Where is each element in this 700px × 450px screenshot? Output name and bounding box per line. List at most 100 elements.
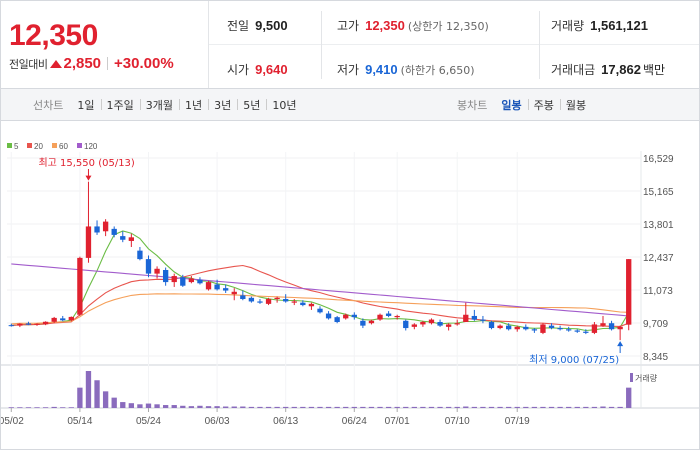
- period-1w[interactable]: 1주일: [100, 97, 140, 113]
- candle-body: [574, 330, 580, 332]
- candle-body: [94, 226, 100, 233]
- ma120-line: [11, 263, 629, 317]
- volume-bar: [360, 406, 366, 408]
- volume-bar: [51, 406, 57, 408]
- volume-bar: [420, 406, 426, 408]
- high-cell: 고가 12,350 (상한가 12,350): [337, 17, 489, 34]
- period-bar: 선차트 1일 1주일 3개월 1년 3년 5년 10년 봉차트 일봉 주봉 월봉: [1, 89, 699, 121]
- candle-body: [111, 228, 117, 235]
- volume-bar: [137, 404, 143, 408]
- x-tick-label: 07/01: [385, 416, 410, 427]
- high-arrow-head: [85, 175, 92, 181]
- x-tick-label: 05/14: [67, 416, 92, 427]
- candle-body: [566, 329, 572, 331]
- candle-body: [68, 316, 74, 321]
- period-5y[interactable]: 5년: [237, 97, 266, 113]
- volume-bar: [557, 406, 563, 408]
- volume-bar: [514, 406, 520, 408]
- volume-bar: [488, 406, 495, 408]
- period-1y[interactable]: 1년: [179, 97, 208, 113]
- legend-swatch: [27, 143, 32, 148]
- volume-bar: [77, 387, 83, 408]
- volume-bar: [60, 407, 66, 408]
- trade-value: 17,862: [601, 62, 641, 77]
- volume-legend-label: 거래량: [635, 373, 658, 383]
- candle-body: [300, 302, 306, 306]
- candle-body: [471, 315, 478, 320]
- candle-body: [437, 322, 443, 326]
- volume-bar: [626, 387, 632, 408]
- candle-body: [85, 226, 92, 258]
- candle-body: [51, 317, 57, 322]
- low-cell: 저가 9,410 (하한가 6,650): [337, 61, 475, 78]
- change-amount: 2,850: [63, 55, 102, 72]
- period-weekly[interactable]: 주봉: [527, 97, 560, 113]
- lower-limit: (하한가 6,650): [400, 64, 475, 77]
- price-summary: 12,350 전일대비 2,850 +30.00%: [1, 1, 209, 88]
- volume-bar: [497, 406, 503, 408]
- candle-body: [137, 250, 143, 260]
- volume-legend-swatch: [630, 373, 633, 382]
- candle-body: [497, 325, 503, 329]
- y-tick-label: 11,073: [643, 286, 673, 297]
- candle-body: [231, 291, 237, 295]
- candle-body: [428, 319, 435, 324]
- candle-body: [505, 325, 512, 330]
- volume-bar: [111, 397, 117, 408]
- candle-chart-title: 봉차트: [457, 98, 488, 112]
- candlestick-chart[interactable]: 16,529 15,165 13,801 12,437 11,073 9,709 8,345…: [1, 121, 699, 450]
- volume-bar: [454, 406, 460, 408]
- low-annotation: 최저 9,000 (07/25): [529, 354, 619, 366]
- candle-body: [557, 328, 563, 330]
- volume-bar: [240, 406, 246, 408]
- volume-bar: [68, 407, 74, 408]
- candle-body: [463, 314, 469, 323]
- period-1d[interactable]: 1일: [77, 98, 95, 112]
- candle-body: [197, 279, 203, 284]
- period-3y[interactable]: 3년: [208, 97, 237, 113]
- quote-info-grid: 전일 9,500 고가 12,350 (상한가 12,350) 거래량 1,56…: [209, 1, 699, 88]
- candle-body: [223, 288, 229, 291]
- candle-body: [180, 277, 186, 286]
- x-tick-label: 05/02: [1, 416, 24, 427]
- change-percent: +30.00%: [114, 55, 174, 72]
- period-monthly[interactable]: 월봉: [559, 97, 592, 113]
- candle-body: [128, 237, 135, 241]
- candle-body: [368, 320, 375, 324]
- up-arrow-icon: [50, 59, 63, 68]
- volume-bar: [480, 406, 486, 408]
- candle-body: [514, 326, 520, 330]
- candle-body: [411, 324, 417, 327]
- candle-body: [626, 259, 632, 325]
- trade-value-unit: 백만: [642, 63, 666, 77]
- x-tick-label: 06/13: [273, 416, 298, 427]
- volume-bar: [531, 406, 538, 408]
- volume-bar: [343, 406, 349, 408]
- divider: [209, 44, 699, 45]
- period-3m[interactable]: 3개월: [139, 97, 179, 113]
- legend-label: 5: [14, 142, 19, 151]
- volume-bar: [197, 405, 203, 408]
- candle-body: [291, 301, 297, 303]
- volume-bar: [274, 406, 280, 408]
- volume-bar: [608, 406, 615, 408]
- candle-body: [334, 317, 340, 323]
- period-10y[interactable]: 10년: [266, 97, 302, 113]
- candle-body: [608, 323, 615, 330]
- candle-body: [240, 295, 246, 300]
- volume-bar: [8, 407, 14, 408]
- divider: [539, 11, 540, 79]
- volume-bar: [540, 406, 546, 408]
- period-daily[interactable]: 일봉: [501, 98, 522, 112]
- candle-body: [617, 326, 623, 330]
- candle-body: [591, 324, 598, 333]
- y-tick-label: 9,709: [643, 319, 668, 330]
- volume-bar: [94, 380, 100, 408]
- volume-bar: [600, 406, 606, 408]
- open-label: 시가: [227, 63, 250, 77]
- divider: [107, 57, 109, 70]
- volume-bar: [385, 406, 392, 408]
- candle-body: [480, 319, 486, 321]
- low-value: 9,410: [365, 62, 398, 77]
